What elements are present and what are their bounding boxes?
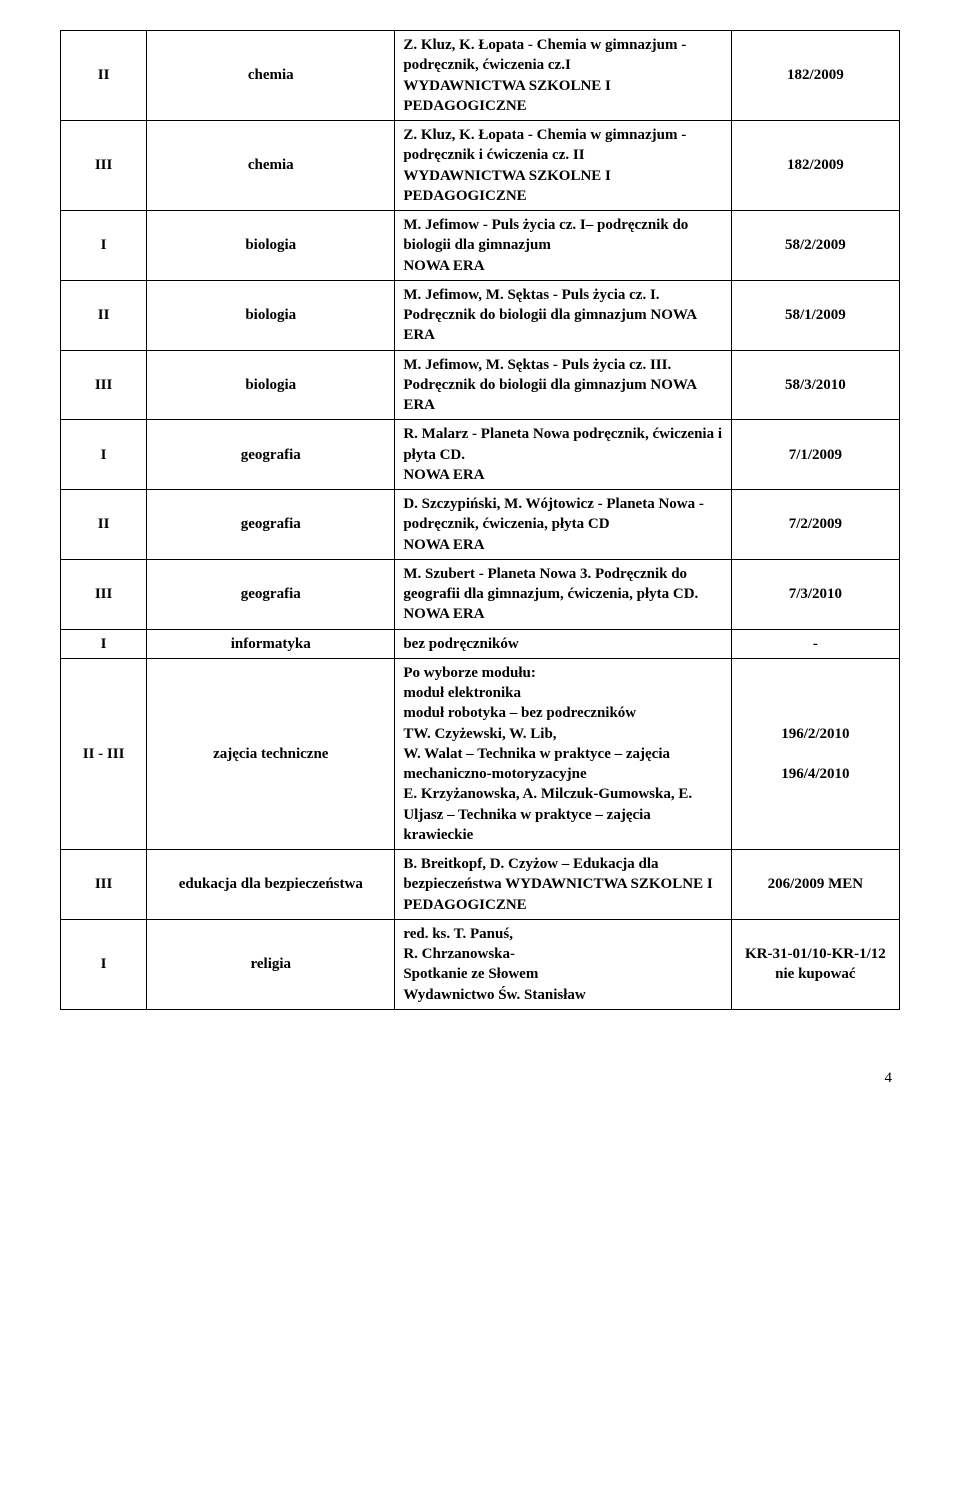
page-number: 4 [60, 1010, 900, 1087]
col-code: 182/2009 [731, 31, 899, 121]
table-row: IIIchemiaZ. Kluz, K. Łopata - Chemia w g… [61, 121, 900, 211]
table-row: IIgeografiaD. Szczypiński, M. Wójtowicz … [61, 490, 900, 560]
col-code: 58/1/2009 [731, 280, 899, 350]
col-subject: chemia [147, 121, 395, 211]
col-description: M. Jefimow - Puls życia cz. I– podręczni… [395, 211, 731, 281]
col-description: R. Malarz - Planeta Nowa podręcznik, ćwi… [395, 420, 731, 490]
col-level: I [61, 629, 147, 658]
col-level: III [61, 850, 147, 920]
col-level: III [61, 559, 147, 629]
col-description: red. ks. T. Panuś,R. Chrzanowska-Spotkan… [395, 919, 731, 1009]
col-code: KR-31-01/10-KR-1/12nie kupować [731, 919, 899, 1009]
textbook-table: IIchemiaZ. Kluz, K. Łopata - Chemia w gi… [60, 30, 900, 1010]
col-code: 7/2/2009 [731, 490, 899, 560]
table-row: IIchemiaZ. Kluz, K. Łopata - Chemia w gi… [61, 31, 900, 121]
table-row: IIbiologiaM. Jefimow, M. Sęktas - Puls ż… [61, 280, 900, 350]
col-description: bez podręczników [395, 629, 731, 658]
col-level: II [61, 280, 147, 350]
col-description: Z. Kluz, K. Łopata - Chemia w gimnazjum … [395, 31, 731, 121]
col-code: 58/2/2009 [731, 211, 899, 281]
table-row: IbiologiaM. Jefimow - Puls życia cz. I– … [61, 211, 900, 281]
col-description: Po wyborze modułu:moduł elektronikamoduł… [395, 658, 731, 849]
col-code: 7/3/2010 [731, 559, 899, 629]
col-code: - [731, 629, 899, 658]
col-description: Z. Kluz, K. Łopata - Chemia w gimnazjum … [395, 121, 731, 211]
col-description: M. Jefimow, M. Sęktas - Puls życia cz. I… [395, 350, 731, 420]
col-subject: biologia [147, 211, 395, 281]
col-level: I [61, 420, 147, 490]
col-code: 7/1/2009 [731, 420, 899, 490]
col-description: M. Jefimow, M. Sęktas - Puls życia cz. I… [395, 280, 731, 350]
col-subject: edukacja dla bezpieczeństwa [147, 850, 395, 920]
col-level: II [61, 31, 147, 121]
col-level: II [61, 490, 147, 560]
table-row: IIIgeografiaM. Szubert - Planeta Nowa 3.… [61, 559, 900, 629]
table-row: IIIedukacja dla bezpieczeństwaB. Breitko… [61, 850, 900, 920]
col-description: D. Szczypiński, M. Wójtowicz - Planeta N… [395, 490, 731, 560]
col-subject: informatyka [147, 629, 395, 658]
col-subject: religia [147, 919, 395, 1009]
table-row: IgeografiaR. Malarz - Planeta Nowa podrę… [61, 420, 900, 490]
col-subject: geografia [147, 420, 395, 490]
col-subject: biologia [147, 280, 395, 350]
col-description: B. Breitkopf, D. Czyżow – Edukacja dla b… [395, 850, 731, 920]
col-subject: zajęcia techniczne [147, 658, 395, 849]
col-level: I [61, 211, 147, 281]
col-subject: biologia [147, 350, 395, 420]
table-row: IIIbiologiaM. Jefimow, M. Sęktas - Puls … [61, 350, 900, 420]
col-code: 196/2/2010196/4/2010 [731, 658, 899, 849]
col-subject: chemia [147, 31, 395, 121]
col-subject: geografia [147, 559, 395, 629]
col-subject: geografia [147, 490, 395, 560]
table-row: Iinformatykabez podręczników- [61, 629, 900, 658]
col-description: M. Szubert - Planeta Nowa 3. Podręcznik … [395, 559, 731, 629]
table-row: Ireligiared. ks. T. Panuś,R. Chrzanowska… [61, 919, 900, 1009]
col-level: II - III [61, 658, 147, 849]
col-code: 58/3/2010 [731, 350, 899, 420]
table-row: II - IIIzajęcia technicznePo wyborze mod… [61, 658, 900, 849]
col-level: III [61, 350, 147, 420]
col-code: 182/2009 [731, 121, 899, 211]
col-level: III [61, 121, 147, 211]
col-code: 206/2009 MEN [731, 850, 899, 920]
col-level: I [61, 919, 147, 1009]
